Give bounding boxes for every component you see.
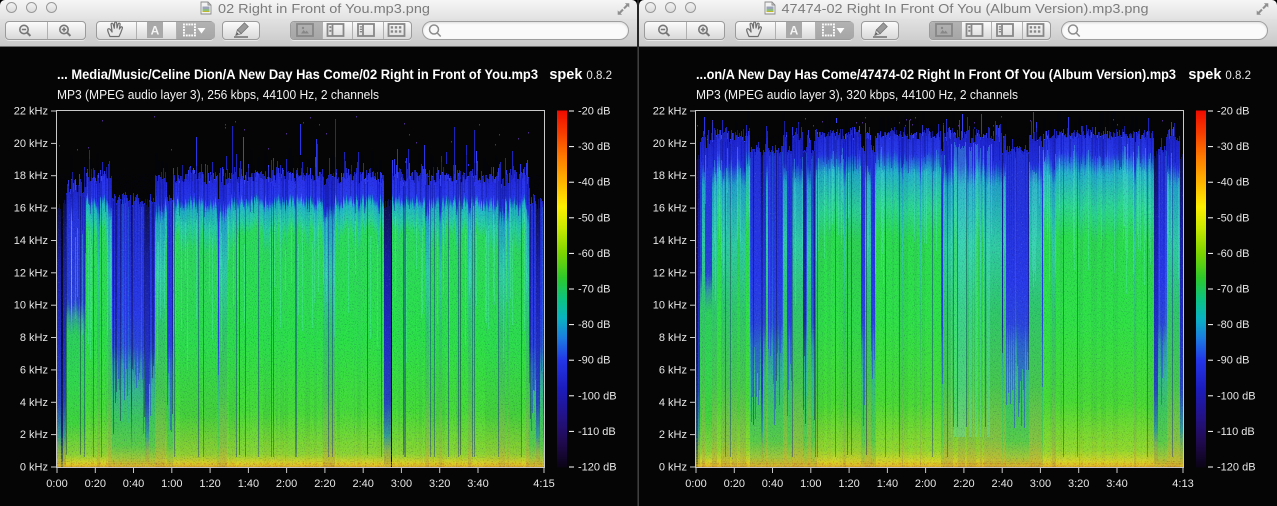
svg-text:2:40: 2:40 xyxy=(991,478,1012,490)
svg-text:2:00: 2:00 xyxy=(915,478,936,490)
svg-text:10 kHz: 10 kHz xyxy=(14,300,48,312)
svg-text:4:15: 4:15 xyxy=(533,478,554,490)
svg-text:-20 dB: -20 dB xyxy=(578,106,610,118)
svg-text:... Media/Music/Celine Dion/A: ... Media/Music/Celine Dion/A New Day Ha… xyxy=(57,67,538,82)
svg-text:3:40: 3:40 xyxy=(467,478,488,490)
svg-text:-30 dB: -30 dB xyxy=(578,141,610,153)
svg-text:2:40: 2:40 xyxy=(352,478,373,490)
svg-text:2:00: 2:00 xyxy=(276,478,297,490)
svg-text:-120 dB: -120 dB xyxy=(578,462,617,474)
svg-text:8 kHz: 8 kHz xyxy=(659,332,687,344)
svg-text:0:00: 0:00 xyxy=(46,478,67,490)
svg-text:-110 dB: -110 dB xyxy=(578,426,616,438)
svg-text:18 kHz: 18 kHz xyxy=(653,170,687,182)
svg-text:-120 dB: -120 dB xyxy=(1217,462,1256,474)
svg-text:A: A xyxy=(790,24,799,38)
svg-text:12 kHz: 12 kHz xyxy=(653,267,687,279)
svg-text:1:20: 1:20 xyxy=(838,478,859,490)
svg-text:MP3 (MPEG audio layer 3), 256: MP3 (MPEG audio layer 3), 256 kbps, 4410… xyxy=(57,88,379,102)
svg-text:2 kHz: 2 kHz xyxy=(659,429,687,441)
svg-text:22 kHz: 22 kHz xyxy=(653,106,687,118)
svg-text:0:40: 0:40 xyxy=(123,478,144,490)
svg-text:-90 dB: -90 dB xyxy=(578,355,610,367)
svg-text:-70 dB: -70 dB xyxy=(1217,284,1249,296)
svg-text:1:40: 1:40 xyxy=(238,478,259,490)
svg-text:2 kHz: 2 kHz xyxy=(20,429,48,441)
svg-text:3:20: 3:20 xyxy=(429,478,450,490)
svg-text:0:20: 0:20 xyxy=(85,478,106,490)
svg-text:0:20: 0:20 xyxy=(724,478,745,490)
svg-text:-20 dB: -20 dB xyxy=(1217,106,1249,118)
svg-text:3:20: 3:20 xyxy=(1068,478,1089,490)
svg-text:-60 dB: -60 dB xyxy=(578,248,610,260)
svg-text:16 kHz: 16 kHz xyxy=(14,203,48,215)
svg-text:14 kHz: 14 kHz xyxy=(653,235,687,247)
svg-text:20 kHz: 20 kHz xyxy=(653,138,687,150)
svg-text:-100 dB: -100 dB xyxy=(1217,390,1256,402)
svg-text:-80 dB: -80 dB xyxy=(578,319,610,331)
svg-text:10 kHz: 10 kHz xyxy=(653,300,687,312)
svg-text:6 kHz: 6 kHz xyxy=(20,364,48,376)
svg-text:-110 dB: -110 dB xyxy=(1217,426,1255,438)
svg-text:-70 dB: -70 dB xyxy=(578,284,610,296)
svg-text:-40 dB: -40 dB xyxy=(1217,177,1249,189)
svg-text:1:40: 1:40 xyxy=(877,478,898,490)
svg-text:6 kHz: 6 kHz xyxy=(659,364,687,376)
svg-text:-80 dB: -80 dB xyxy=(1217,319,1249,331)
svg-text:-50 dB: -50 dB xyxy=(1217,212,1249,224)
svg-text:1:00: 1:00 xyxy=(161,478,182,490)
svg-text:-90 dB: -90 dB xyxy=(1217,355,1249,367)
svg-text:0:00: 0:00 xyxy=(685,478,706,490)
svg-text:spek 0.8.2: spek 0.8.2 xyxy=(549,67,612,83)
svg-text:3:40: 3:40 xyxy=(1106,478,1127,490)
svg-text:-60 dB: -60 dB xyxy=(1217,248,1249,260)
svg-text:1:20: 1:20 xyxy=(199,478,220,490)
svg-text:14 kHz: 14 kHz xyxy=(14,235,48,247)
svg-text:02 Right in Front of You.mp3.p: 02 Right in Front of You.mp3.png xyxy=(218,1,430,16)
svg-text:2:20: 2:20 xyxy=(953,478,974,490)
svg-text:0 kHz: 0 kHz xyxy=(659,462,687,474)
svg-text:-50 dB: -50 dB xyxy=(578,212,610,224)
svg-text:1:00: 1:00 xyxy=(800,478,821,490)
svg-text:3:00: 3:00 xyxy=(1030,478,1051,490)
svg-text:16 kHz: 16 kHz xyxy=(653,203,687,215)
svg-text:...on/A New Day Has Come/47474: ...on/A New Day Has Come/47474-02 Right … xyxy=(696,67,1176,82)
svg-text:-100 dB: -100 dB xyxy=(578,390,617,402)
svg-text:A: A xyxy=(151,24,160,38)
svg-text:MP3 (MPEG audio layer 3), 320: MP3 (MPEG audio layer 3), 320 kbps, 4410… xyxy=(696,88,1018,102)
svg-text:18 kHz: 18 kHz xyxy=(14,170,48,182)
svg-text:4 kHz: 4 kHz xyxy=(659,397,687,409)
svg-text:0 kHz: 0 kHz xyxy=(20,462,48,474)
svg-text:4:13: 4:13 xyxy=(1172,478,1193,490)
svg-text:4 kHz: 4 kHz xyxy=(20,397,48,409)
svg-text:0:40: 0:40 xyxy=(762,478,783,490)
svg-text:22 kHz: 22 kHz xyxy=(14,106,48,118)
svg-text:8 kHz: 8 kHz xyxy=(20,332,48,344)
svg-text:20 kHz: 20 kHz xyxy=(14,138,48,150)
svg-text:12 kHz: 12 kHz xyxy=(14,267,48,279)
svg-text:-40 dB: -40 dB xyxy=(578,177,610,189)
svg-text:-30 dB: -30 dB xyxy=(1217,141,1249,153)
svg-text:spek 0.8.2: spek 0.8.2 xyxy=(1188,67,1251,83)
svg-text:2:20: 2:20 xyxy=(314,478,335,490)
svg-text:47474-02 Right In Front Of You: 47474-02 Right In Front Of You (Album Ve… xyxy=(782,1,1149,16)
svg-text:3:00: 3:00 xyxy=(391,478,412,490)
